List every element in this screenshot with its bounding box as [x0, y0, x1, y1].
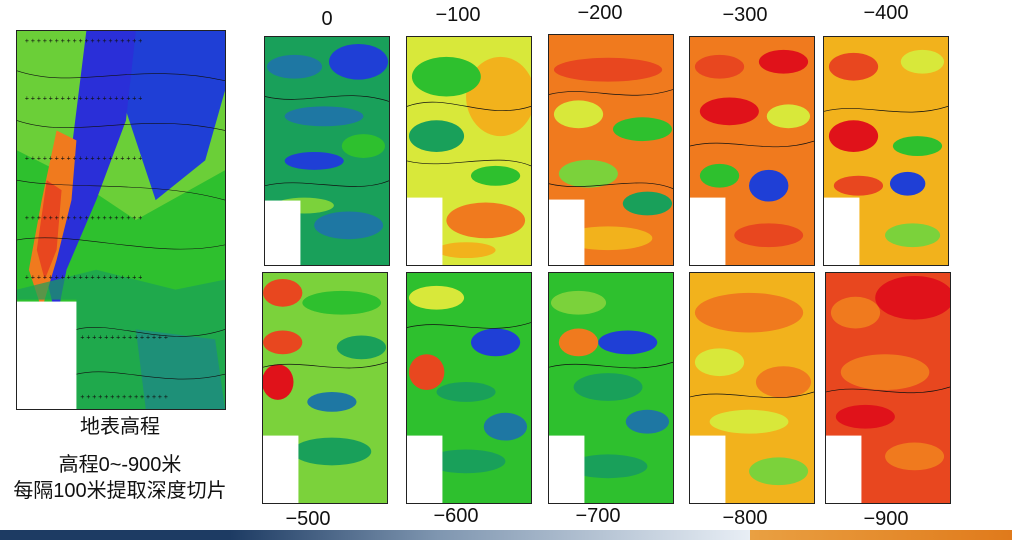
depth-slice-300-contours — [690, 37, 814, 265]
surface-elevation-contours: + + + + + + + + + + + + + + + + + + + + … — [17, 31, 225, 409]
footer-bar-middle — [230, 530, 750, 540]
depth-slice-500-contours — [263, 273, 387, 503]
footer-bar-right — [750, 530, 1012, 540]
interval-note: 每隔100米提取深度切片 — [13, 480, 227, 502]
depth-slice-100 — [406, 36, 532, 266]
depth-slice-600-contours — [407, 273, 531, 503]
slice-label-400: −400 — [863, 2, 909, 24]
svg-text:+ + + + + + + + + + + + + + +: + + + + + + + + + + + + + + + + + + + + — [25, 275, 142, 282]
surface-elevation-map: + + + + + + + + + + + + + + + + + + + + … — [16, 30, 226, 410]
depth-slice-200-contours — [549, 35, 673, 265]
footer-bar-left — [0, 530, 230, 540]
elevation-range: 高程0~-900米 — [58, 454, 182, 476]
slice-label-900: −900 — [863, 508, 909, 530]
depth-slice-800 — [689, 272, 815, 504]
svg-text:+ + + + + + + + + + + + + + +: + + + + + + + + + + + + + + + + + + + + — [25, 96, 142, 103]
depth-slice-0-contours — [265, 37, 389, 265]
svg-text:+ + + + + + + + + + + + + + +: + + + + + + + + + + + + + + + — [80, 334, 168, 341]
depth-slice-200 — [548, 34, 674, 266]
depth-slice-500 — [262, 272, 388, 504]
svg-text:+ + + + + + + + + + + + + + +: + + + + + + + + + + + + + + + + + + + + — [25, 38, 142, 45]
depth-slice-900-contours — [826, 273, 950, 503]
depth-slice-300 — [689, 36, 815, 266]
slice-label-100: −100 — [435, 4, 481, 26]
slice-label-300: −300 — [722, 4, 768, 26]
slice-label-0: 0 — [321, 8, 333, 30]
svg-text:+ + + + + + + + + + + + + + +: + + + + + + + + + + + + + + + — [80, 394, 168, 401]
depth-slice-100-contours — [407, 37, 531, 265]
slice-label-800: −800 — [722, 507, 768, 529]
svg-text:+ + + + + + + + + + + + + + +: + + + + + + + + + + + + + + + + + + + + — [25, 155, 142, 162]
depth-slice-0 — [264, 36, 390, 266]
depth-slice-600 — [406, 272, 532, 504]
depth-slice-700 — [548, 272, 674, 504]
depth-slice-900 — [825, 272, 951, 504]
svg-text:+ + + + + + + + + + + + + + +: + + + + + + + + + + + + + + + + + + + + — [25, 215, 142, 222]
slice-label-200: −200 — [577, 2, 623, 24]
depth-slice-800-contours — [690, 273, 814, 503]
main-title: 地表高程 — [80, 416, 160, 438]
depth-slice-400-contours — [824, 37, 948, 265]
slice-label-700: −700 — [575, 505, 621, 527]
depth-slice-700-contours — [549, 273, 673, 503]
slice-label-600: −600 — [433, 505, 479, 527]
depth-slice-400 — [823, 36, 949, 266]
slice-label-500: −500 — [285, 508, 331, 530]
